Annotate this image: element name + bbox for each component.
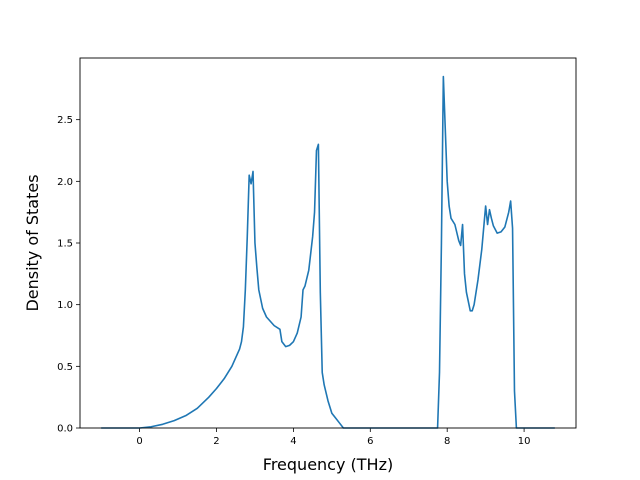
x-axis-label: Frequency (THz) [263, 455, 393, 474]
y-tick-label: 1.0 [57, 300, 73, 311]
x-tick-label: 8 [444, 436, 450, 447]
y-tick-label: 1.5 [57, 239, 73, 250]
y-tick-label: 0.0 [57, 424, 73, 435]
x-axis: 0 2 4 6 8 10 [136, 428, 530, 447]
x-tick-label: 2 [213, 436, 219, 447]
y-tick-label: 2.5 [57, 115, 73, 126]
plot-frame [79, 57, 577, 429]
y-tick-label: 0.5 [57, 362, 73, 373]
x-tick-label: 6 [367, 436, 373, 447]
y-tick-label: 2.0 [57, 177, 73, 188]
y-axis-label: Density of States [23, 174, 42, 311]
y-axis: 0.0 0.5 1.0 1.5 2.0 2.5 [57, 115, 80, 435]
dos-line [101, 75, 555, 429]
plot-background [80, 58, 576, 428]
x-tick-label: 0 [136, 436, 142, 447]
x-tick-label: 10 [518, 436, 531, 447]
x-tick-label: 4 [290, 436, 296, 447]
